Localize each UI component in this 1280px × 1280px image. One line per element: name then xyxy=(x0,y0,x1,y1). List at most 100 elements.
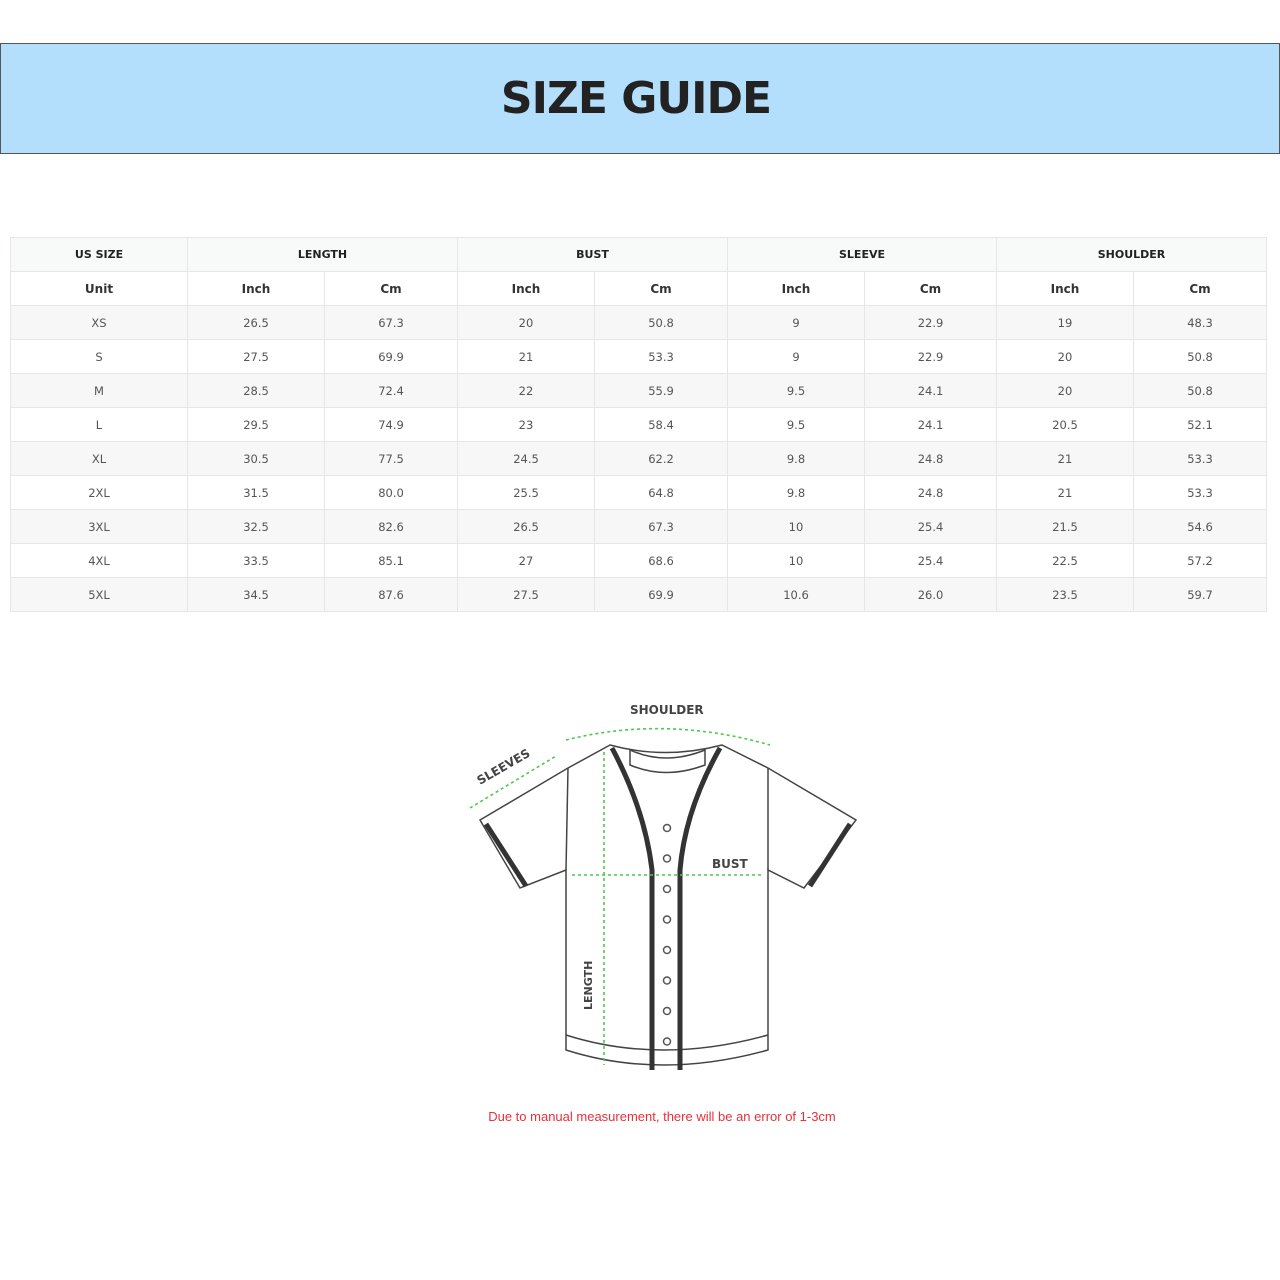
table-cell: 20.5 xyxy=(996,407,1134,442)
jersey-diagram: SHOULDER SLEEVES BUST LENGTH xyxy=(469,703,858,1070)
table-cell: 9 xyxy=(727,305,865,340)
title-banner: SIZE GUIDE xyxy=(0,43,1280,154)
table-cell: 22.5 xyxy=(996,543,1134,578)
sleeves-label: SLEEVES xyxy=(475,746,533,788)
table-cell: M xyxy=(10,373,188,408)
page-title: SIZE GUIDE xyxy=(500,73,772,124)
table-cell: 30.5 xyxy=(187,441,325,476)
table-row: S 27.5 69.9 21 53.3 9 22.9 20 50.8 xyxy=(10,339,1268,374)
button-dot xyxy=(662,884,672,894)
table-row: XS 26.5 67.3 20 50.8 9 22.9 19 48.3 xyxy=(10,305,1268,340)
button-dot xyxy=(662,854,672,863)
table-cell: 67.3 xyxy=(324,305,458,340)
table-cell: 23 xyxy=(457,407,595,442)
table-cell: 57.2 xyxy=(1132,543,1268,578)
unit-header: Inch xyxy=(187,271,325,306)
table-cell: 22.9 xyxy=(864,305,997,340)
table-cell: 9 xyxy=(727,339,865,374)
unit-header: Cm xyxy=(864,271,997,306)
table-cell: 23.5 xyxy=(996,577,1134,612)
table-cell: 68.6 xyxy=(594,543,728,578)
table-cell: 69.9 xyxy=(594,577,728,612)
table-row: XL 30.5 77.5 24.5 62.2 9.8 24.8 21 53.3 xyxy=(10,441,1268,476)
table-cell: 64.8 xyxy=(594,475,728,510)
header-sleeve: SLEEVE xyxy=(727,237,997,272)
header-us-size: US SIZE xyxy=(10,237,188,272)
table-cell: 54.6 xyxy=(1132,509,1268,544)
table-cell: 77.5 xyxy=(324,441,458,476)
table-row: M 28.5 72.4 22 55.9 9.5 24.1 20 50.8 xyxy=(10,373,1268,408)
header-length: LENGTH xyxy=(187,237,458,272)
shoulder-label: SHOULDER xyxy=(630,703,704,717)
table-cell: 72.4 xyxy=(324,373,458,408)
table-cell: 62.2 xyxy=(594,441,728,476)
table-cell: 9.8 xyxy=(727,475,865,510)
table-cell: 28.5 xyxy=(187,373,325,408)
table-row: L 29.5 74.9 23 58.4 9.5 24.1 20.5 52.1 xyxy=(10,407,1268,442)
table-cell: 85.1 xyxy=(324,543,458,578)
table-cell: 21 xyxy=(457,339,595,374)
bust-label: BUST xyxy=(712,857,749,871)
table-cell: 22.9 xyxy=(864,339,997,374)
jersey-trim xyxy=(483,746,853,1070)
table-cell: 24.5 xyxy=(457,441,595,476)
table-cell: 50.8 xyxy=(1132,373,1268,408)
table-cell: 32.5 xyxy=(187,509,325,544)
table-cell: XL xyxy=(10,441,188,476)
table-cell: 31.5 xyxy=(187,475,325,510)
table-cell: 25.4 xyxy=(864,543,997,578)
table-cell: 21 xyxy=(996,441,1134,476)
table-cell: 10.6 xyxy=(727,577,865,612)
table-cell: 80.0 xyxy=(324,475,458,510)
table-cell: 10 xyxy=(727,543,865,578)
table-cell: 2XL xyxy=(10,475,188,510)
group-header-row: US SIZE LENGTH BUST SLEEVE SHOULDER xyxy=(10,237,1268,272)
table-cell: 10 xyxy=(727,509,865,544)
unit-header-row: Unit Inch Cm Inch Cm Inch Cm Inch Cm xyxy=(10,271,1268,306)
table-cell: 24.1 xyxy=(864,373,997,408)
table-cell: L xyxy=(10,407,188,442)
table-cell: 53.3 xyxy=(1132,475,1268,510)
table-cell: 48.3 xyxy=(1132,305,1268,340)
table-cell: 82.6 xyxy=(324,509,458,544)
table-cell: 29.5 xyxy=(187,407,325,442)
unit-header: Inch xyxy=(457,271,595,306)
button-dot xyxy=(662,945,672,955)
table-cell: 34.5 xyxy=(187,577,325,612)
size-table: US SIZE LENGTH BUST SLEEVE SHOULDER Unit… xyxy=(10,237,1268,612)
table-cell: XS xyxy=(10,305,188,340)
unit-header: Cm xyxy=(594,271,728,306)
table-row: 5XL 34.5 87.6 27.5 69.9 10.6 26.0 23.5 59.7 xyxy=(10,577,1268,612)
table-cell: 69.9 xyxy=(324,339,458,374)
table-cell: 55.9 xyxy=(594,373,728,408)
table-cell: 24.8 xyxy=(864,475,997,510)
length-label: LENGTH xyxy=(582,961,595,1010)
button-dot xyxy=(662,1037,672,1046)
unit-header: Cm xyxy=(324,271,458,306)
table-cell: 20 xyxy=(457,305,595,340)
table-row: 3XL 32.5 82.6 26.5 67.3 10 25.4 21.5 54.6 xyxy=(10,509,1268,544)
table-cell: 9.5 xyxy=(727,373,865,408)
table-cell: 26.5 xyxy=(457,509,595,544)
table-cell: 58.4 xyxy=(594,407,728,442)
table-cell: 20 xyxy=(996,339,1134,374)
jersey-outline xyxy=(478,744,858,1066)
table-cell: 27.5 xyxy=(457,577,595,612)
table-cell: 25.5 xyxy=(457,475,595,510)
table-cell: 19 xyxy=(996,305,1134,340)
table-cell: 4XL xyxy=(10,543,188,578)
button-dot xyxy=(662,915,672,924)
table-cell: 50.8 xyxy=(1132,339,1268,374)
table-cell: 27 xyxy=(457,543,595,578)
table-cell: 20 xyxy=(996,373,1134,408)
table-cell: 59.7 xyxy=(1132,577,1268,612)
table-cell: 52.1 xyxy=(1132,407,1268,442)
table-cell: 50.8 xyxy=(594,305,728,340)
unit-header: Unit xyxy=(10,271,188,306)
table-cell: 21.5 xyxy=(996,509,1134,544)
button-dot xyxy=(662,1006,672,1016)
table-cell: 24.1 xyxy=(864,407,997,442)
unit-header: Inch xyxy=(996,271,1134,306)
table-cell: 5XL xyxy=(10,577,188,612)
table-cell: 33.5 xyxy=(187,543,325,578)
